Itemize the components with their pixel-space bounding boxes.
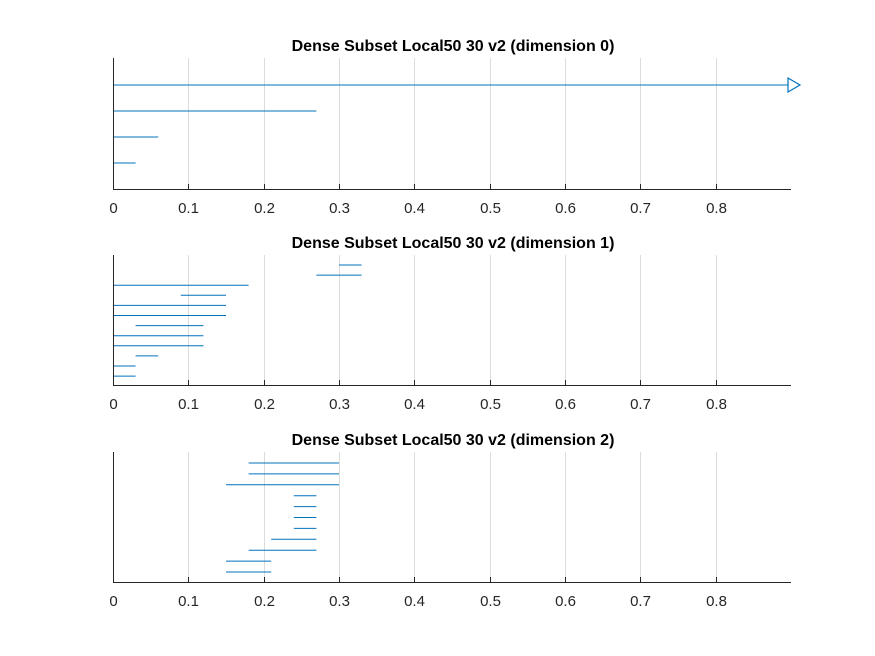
x-tick-label: 0.1 xyxy=(178,396,199,413)
x-tick-label: 0 xyxy=(109,200,117,217)
subplot-title: Dense Subset Local50 30 v2 (dimension 2) xyxy=(292,432,615,449)
bars xyxy=(113,264,362,377)
x-tick-label: 0.3 xyxy=(329,593,350,610)
x-tick-label: 0.8 xyxy=(706,593,727,610)
infinity-arrow-marker xyxy=(787,76,802,94)
subplot-dimension-0: Dense Subset Local50 30 v2 (dimension 0)… xyxy=(109,38,802,217)
x-tick-label: 0.3 xyxy=(329,396,350,413)
x-tick-label: 0 xyxy=(109,396,117,413)
x-tick-label: 0.4 xyxy=(404,200,425,217)
x-tick-labels: 0 0.1 0.2 0.3 0.4 0.5 0.6 0.7 0.8 xyxy=(109,577,727,610)
x-tick-label: 0.4 xyxy=(404,593,425,610)
x-tick-label: 0.5 xyxy=(480,200,501,217)
x-tick-label: 0.1 xyxy=(178,200,199,217)
x-tick-label: 0.3 xyxy=(329,200,350,217)
x-tick-label: 0.6 xyxy=(555,200,576,217)
x-tick-label: 0.1 xyxy=(178,593,199,610)
x-tick-label: 0.8 xyxy=(706,200,727,217)
x-tick-label: 0.7 xyxy=(630,200,651,217)
x-tick-label: 0.2 xyxy=(254,396,275,413)
subplot-title: Dense Subset Local50 30 v2 (dimension 1) xyxy=(292,235,615,252)
x-tick-label: 0 xyxy=(109,593,117,610)
gridlines xyxy=(188,255,717,385)
x-tick-label: 0.6 xyxy=(555,593,576,610)
x-tick-label: 0.7 xyxy=(630,593,651,610)
x-tick-label: 0.2 xyxy=(254,200,275,217)
x-tick-label: 0.4 xyxy=(404,396,425,413)
x-tick-label: 0.5 xyxy=(480,396,501,413)
x-tick-label: 0.2 xyxy=(254,593,275,610)
bars xyxy=(226,462,339,573)
subplot-dimension-1: Dense Subset Local50 30 v2 (dimension 1)… xyxy=(109,235,791,413)
x-tick-label: 0.8 xyxy=(706,396,727,413)
x-tick-labels: 0 0.1 0.2 0.3 0.4 0.5 0.6 0.7 0.8 xyxy=(109,184,727,217)
gridlines xyxy=(188,452,717,582)
gridlines xyxy=(188,58,717,189)
subplot-title: Dense Subset Local50 30 v2 (dimension 0) xyxy=(292,38,615,55)
x-tick-labels: 0 0.1 0.2 0.3 0.4 0.5 0.6 0.7 0.8 xyxy=(109,380,727,413)
x-tick-label: 0.6 xyxy=(555,396,576,413)
bars xyxy=(113,76,802,164)
subplot-dimension-2: Dense Subset Local50 30 v2 (dimension 2)… xyxy=(109,432,791,610)
x-tick-label: 0.7 xyxy=(630,396,651,413)
x-tick-label: 0.5 xyxy=(480,593,501,610)
